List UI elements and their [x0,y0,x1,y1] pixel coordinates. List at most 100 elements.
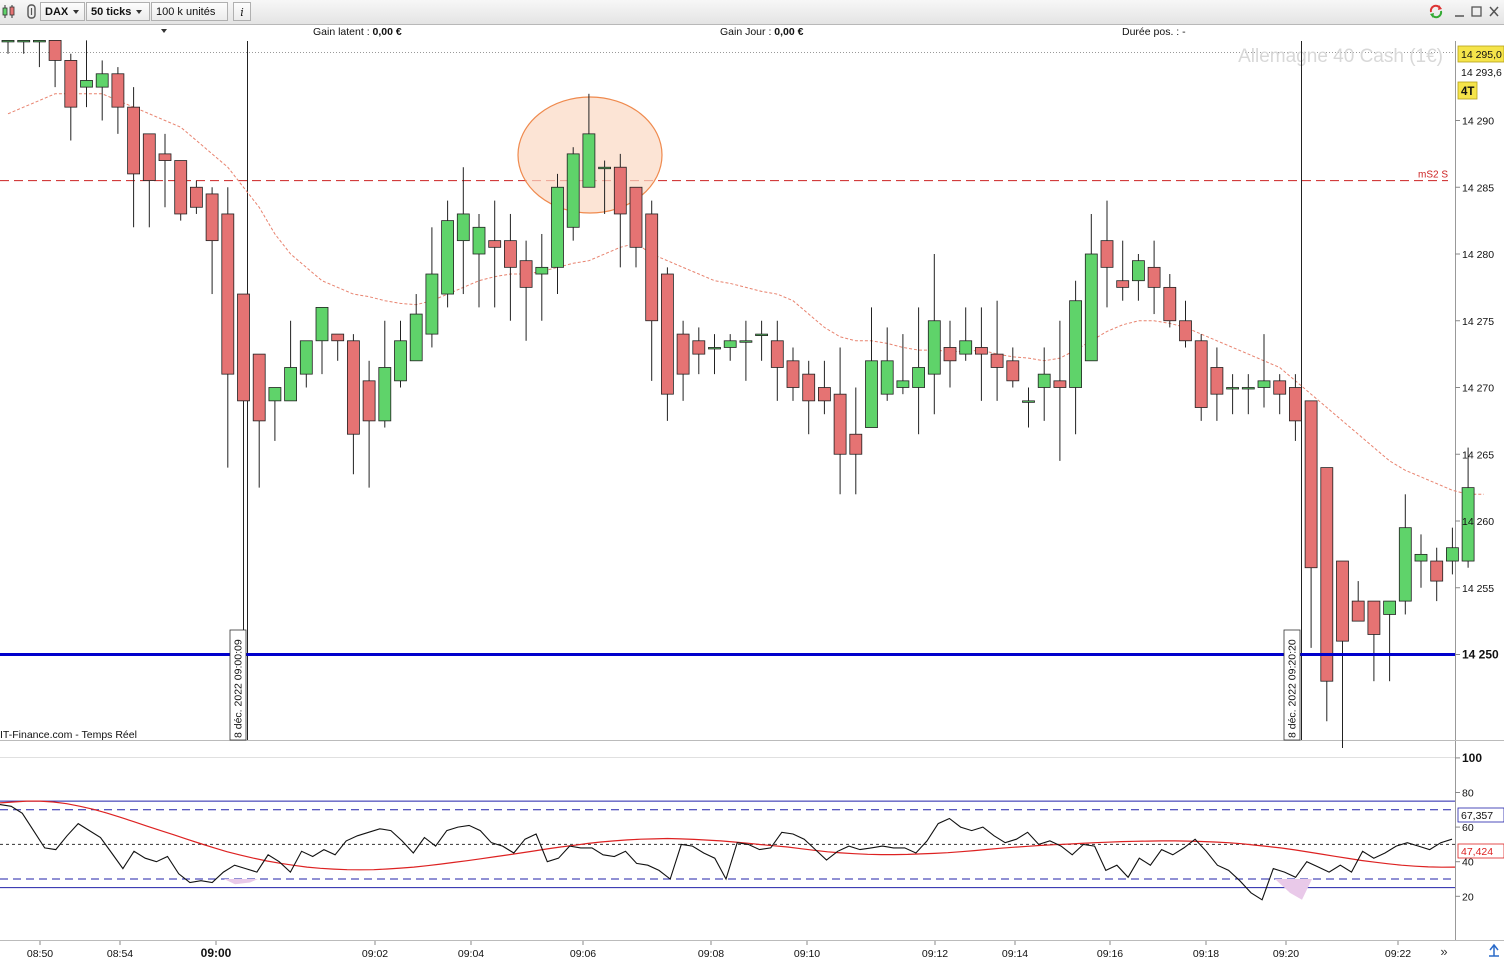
bear-candle [629,186,643,248]
bear-candle [346,340,360,435]
bear-candle [849,433,863,455]
signal-value-label: 47,424 [1461,846,1493,858]
bull-candle [912,367,925,388]
bear-candle [1147,266,1161,288]
bear-candle [1100,240,1114,268]
time-tick-label: 09:16 [1097,948,1123,960]
bull-candle [723,340,737,348]
bear-candle [1053,380,1067,388]
symbol-select[interactable]: DAX [40,2,85,21]
bull-candle [1037,373,1051,388]
scroll-right-icon[interactable]: » [1440,944,1447,959]
upper-value-box [1457,807,1504,823]
bull-candle [299,340,313,375]
bear-candle [990,353,1004,368]
oversold-fill [224,879,258,885]
bull-candle [1084,253,1098,362]
upper-value-label: 67,357 [1461,810,1493,822]
symbol-label: DAX [45,6,69,18]
refresh-icon[interactable] [1428,3,1444,20]
watermark: Allemagne 40 Cash (1€) [1238,46,1443,67]
bear-candle [48,40,62,61]
bull-candle [80,80,93,88]
bear-candle [692,340,706,355]
bull-candle [268,387,282,402]
price-tick-label: 14 270 [1462,383,1494,395]
time-tick-label: 08:50 [27,948,53,960]
time-tick-label: 09:22 [1385,948,1411,960]
time-tick-label: 09:08 [698,948,724,960]
bull-candle [1446,547,1459,562]
bear-candle [331,333,345,342]
current-price-label: 14 295,0 [1461,49,1502,61]
bull-candle [566,153,580,228]
bear-candle [111,73,125,108]
bull-candle [535,266,549,275]
bull-candle [1257,380,1271,388]
date-label-text: 8 déc. 2022 09:20:20 [1287,639,1299,738]
close-icon[interactable] [1486,3,1502,20]
bear-candle [158,153,172,161]
bear-candle [205,193,219,242]
time-tick-label: 09:14 [1002,948,1028,960]
bear-candle [1163,286,1177,322]
chevron-down-icon [136,10,143,15]
price-tick-label: 14 285 [1462,182,1494,194]
bull-candle [865,360,878,428]
bull-candle [17,40,31,43]
osc-tick-label: 80 [1462,788,1474,800]
bull-candle [582,133,596,188]
units-label: 100 k unités [156,6,216,18]
minimize-icon[interactable] [1452,3,1468,20]
date-label-box [229,629,247,741]
bull-candle [284,367,298,402]
osc-tick-label: 20 [1462,891,1474,903]
bear-candle [1210,367,1224,395]
osc-tick-label: 40 [1462,857,1474,869]
ticks-select[interactable]: 50 ticks [86,2,150,21]
time-tick-label: 09:18 [1193,948,1219,960]
units-select[interactable]: 100 k unités [151,2,228,34]
ticks-label: 50 ticks [91,6,132,18]
vertical-date-label: 8 déc. 2022 09:20:20 [1283,629,1301,741]
time-tick-label: 09:02 [362,948,388,960]
bear-candle [189,186,203,208]
bull-candle [409,313,423,362]
vertical-date-label: 8 déc. 2022 09:00:09 [229,629,247,741]
link-icon[interactable] [24,3,40,20]
bear-candle [1273,380,1287,395]
signal-value-box [1457,843,1504,859]
bull-candle [927,320,941,375]
bear-candle [237,293,250,402]
duree-position: Durée pos. : - [1122,26,1186,38]
bull-candle [472,226,486,255]
bear-candle [786,360,800,388]
osc-tick-label: 100 [1462,751,1482,765]
bull-candle [394,340,407,382]
bear-candle [975,347,988,355]
bear-candle [1179,320,1192,342]
bear-candle [833,393,847,455]
bear-candle [661,273,674,395]
signal-line [0,800,1456,871]
price-tick-label: 14 275 [1462,316,1494,328]
bull-candle [551,186,564,268]
time-tick-label: 09:10 [794,948,820,960]
bear-candle [770,340,784,368]
chevron-down-icon [73,10,80,15]
date-label-box [1283,629,1301,741]
reset-zoom-icon[interactable] [1489,943,1499,957]
bear-candle [1006,360,1020,382]
bull-candle [739,340,753,343]
maximize-icon[interactable] [1469,3,1485,20]
bull-candle [708,347,721,350]
candlestick-icon[interactable] [1,3,17,20]
bear-candle [127,106,140,175]
bull-candle [755,333,768,337]
info-button[interactable]: i [233,2,251,21]
bull-candle [598,166,611,170]
bull-candle [1,40,15,43]
bull-candle [1069,300,1082,388]
bear-candle [1367,600,1381,635]
